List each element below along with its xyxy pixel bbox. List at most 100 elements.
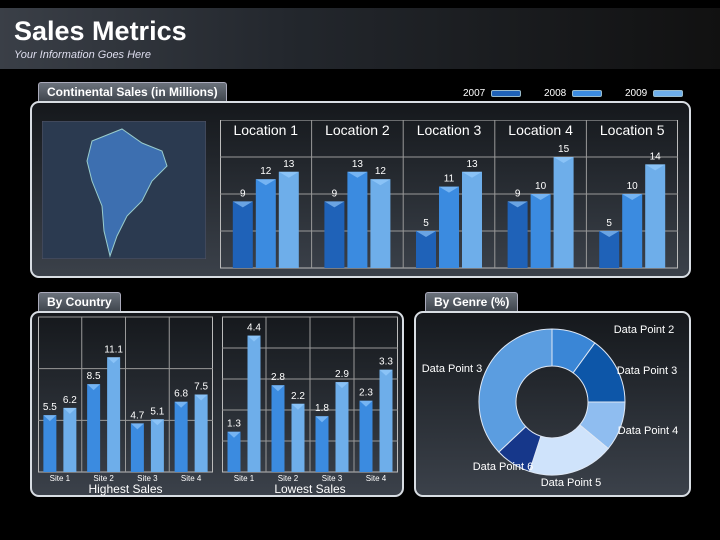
bar: [335, 382, 349, 472]
data-label: 10: [627, 181, 639, 192]
genre-donut-chart: Data Point 2 Data Point 3 Data Point 4 Data…: [422, 324, 679, 489]
data-label: 2.3: [359, 388, 373, 399]
bar: [347, 171, 368, 268]
bar-cap: [645, 164, 666, 171]
bar: [379, 369, 393, 472]
bar-cap: [599, 231, 620, 237]
bar-cap: [174, 401, 188, 408]
bar-cap: [462, 171, 482, 178]
bar-cap: [359, 400, 373, 407]
bar: [324, 201, 345, 268]
bar: [645, 164, 666, 268]
data-label: 6.2: [63, 395, 77, 406]
data-label: 10: [535, 181, 547, 192]
category-label: Site 3: [322, 474, 343, 483]
legend-swatch: [572, 90, 603, 97]
bar: [232, 201, 253, 268]
bar-cap: [232, 201, 253, 208]
bar: [553, 157, 574, 268]
data-label: 9: [332, 188, 338, 199]
bar-cap: [335, 382, 349, 389]
data-label: 14: [650, 151, 662, 162]
category-label: Site 2: [278, 474, 299, 483]
bar: [247, 335, 261, 472]
bar-cap: [130, 423, 144, 430]
bar: [359, 400, 373, 472]
data-label: 3.3: [379, 357, 393, 368]
axis-title: Highest Sales: [88, 482, 162, 496]
bar-cap: [507, 201, 528, 208]
bar: [530, 194, 551, 268]
donut-slice: [478, 328, 553, 453]
bar: [599, 231, 620, 268]
data-label: 4.7: [130, 410, 144, 421]
highest-sales-chart: Site 1 5.5 6.2 Site 2 8.5 11.1 Site 3 4.7 5.1 Sit…: [38, 316, 213, 496]
bar: [370, 179, 391, 268]
bar-cap: [416, 231, 436, 237]
bar: [416, 231, 436, 268]
bar-cap: [379, 369, 393, 376]
data-label: 2.2: [291, 391, 305, 402]
bar-cap: [553, 157, 574, 163]
bar-cap: [530, 194, 551, 200]
bar-cap: [87, 384, 101, 391]
bar-cap: [194, 394, 208, 401]
slice-label: Data Point 4: [618, 425, 679, 437]
category-label: Location 1: [233, 122, 298, 138]
bar: [227, 431, 241, 472]
bar-cap: [63, 407, 77, 414]
data-label: 12: [375, 166, 387, 177]
bar: [462, 171, 482, 268]
data-label: 13: [352, 159, 364, 170]
data-label: 8.5: [87, 371, 101, 382]
category-label: Site 4: [366, 474, 387, 483]
legend-2007: 2007: [463, 88, 522, 99]
bar: [439, 186, 459, 268]
data-label: 1.8: [315, 403, 329, 414]
bar: [507, 201, 528, 268]
bar-cap: [255, 179, 276, 186]
by-country-tab: By Country: [38, 292, 121, 311]
data-label: 2.9: [335, 369, 349, 380]
data-label: 1.3: [227, 419, 241, 430]
data-label: 11: [444, 174, 455, 185]
continental-sales-chart: Location 1 9 12 13 Location 2 9 13 12 Location 3…: [220, 120, 678, 269]
bar: [130, 423, 144, 472]
legend-swatch: [653, 90, 684, 97]
bar-cap: [150, 419, 164, 426]
data-label: 13: [466, 159, 478, 170]
bar: [271, 385, 285, 472]
bar-cap: [324, 201, 345, 208]
data-label: 2.8: [271, 372, 285, 383]
slice-label: Data Point 6: [473, 461, 534, 473]
bar: [194, 394, 208, 472]
category-label: Site 1: [234, 474, 255, 483]
data-label: 6.8: [174, 389, 188, 400]
bar-cap: [247, 335, 261, 342]
data-label: 11.1: [104, 344, 123, 355]
axis-title: Lowest Sales: [274, 482, 345, 496]
page-subtitle: Your Information Goes Here: [14, 49, 151, 61]
bar-cap: [370, 179, 391, 186]
bar: [291, 403, 305, 472]
data-label: 9: [515, 188, 521, 199]
header-bar: Sales Metrics Your Information Goes Here: [0, 8, 720, 69]
bar: [174, 401, 188, 472]
bar-cap: [439, 186, 459, 193]
bar: [63, 407, 77, 472]
data-label: 5: [606, 218, 612, 229]
bar: [43, 415, 57, 472]
data-label: 15: [558, 144, 570, 155]
continental-sales-tab: Continental Sales (in Millions): [38, 82, 227, 101]
data-label: 13: [283, 159, 295, 170]
category-label: Location 4: [508, 122, 573, 138]
category-label: Site 2: [93, 474, 114, 483]
bar-cap: [347, 171, 368, 178]
slice-label: Data Point 5: [541, 477, 602, 489]
slice-label: Data Point 3: [617, 365, 678, 377]
legend-2009: 2009: [625, 88, 684, 99]
data-label: 5.1: [150, 406, 164, 417]
category-label: Location 5: [600, 122, 665, 138]
category-label: Location 3: [417, 122, 482, 138]
data-label: 12: [260, 166, 272, 177]
